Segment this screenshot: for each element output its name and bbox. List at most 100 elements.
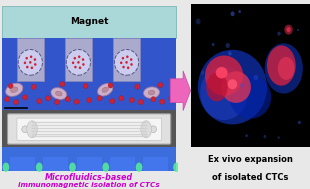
- Bar: [113, 38, 140, 81]
- Ellipse shape: [206, 73, 228, 101]
- Circle shape: [238, 10, 241, 13]
- Text: Ex vivo expansion: Ex vivo expansion: [208, 155, 293, 163]
- Circle shape: [228, 51, 232, 56]
- Circle shape: [284, 25, 293, 35]
- Circle shape: [277, 32, 281, 36]
- Circle shape: [246, 134, 248, 137]
- Circle shape: [158, 82, 163, 88]
- Circle shape: [8, 83, 13, 89]
- Circle shape: [65, 97, 70, 102]
- Ellipse shape: [221, 71, 251, 103]
- Ellipse shape: [6, 83, 23, 96]
- Circle shape: [138, 99, 143, 105]
- Text: of isolated CTCs: of isolated CTCs: [212, 173, 289, 182]
- Circle shape: [169, 96, 174, 101]
- Circle shape: [150, 126, 157, 133]
- Bar: [2, 110, 176, 147]
- FancyArrow shape: [170, 71, 191, 111]
- Ellipse shape: [2, 163, 9, 172]
- Bar: [2, 38, 176, 110]
- Circle shape: [46, 96, 51, 101]
- Text: Microfluidics-based: Microfluidics-based: [45, 173, 133, 182]
- Circle shape: [26, 66, 29, 68]
- Circle shape: [125, 61, 128, 64]
- Circle shape: [277, 136, 280, 139]
- FancyBboxPatch shape: [2, 6, 176, 38]
- Ellipse shape: [229, 76, 271, 119]
- Circle shape: [110, 98, 115, 104]
- Circle shape: [31, 84, 36, 90]
- Circle shape: [30, 55, 32, 58]
- Circle shape: [66, 50, 91, 75]
- Circle shape: [29, 61, 32, 64]
- Bar: [43, 157, 68, 171]
- Ellipse shape: [148, 90, 155, 95]
- Bar: [17, 38, 44, 81]
- Circle shape: [31, 67, 33, 69]
- Circle shape: [298, 121, 301, 124]
- Circle shape: [160, 99, 165, 104]
- Ellipse shape: [216, 67, 228, 78]
- Text: Magnet: Magnet: [70, 17, 108, 26]
- Bar: [143, 157, 168, 171]
- Circle shape: [34, 58, 36, 61]
- Circle shape: [72, 61, 74, 64]
- Circle shape: [22, 126, 28, 133]
- Circle shape: [196, 19, 201, 24]
- Ellipse shape: [200, 66, 248, 120]
- Ellipse shape: [136, 163, 142, 172]
- Circle shape: [254, 75, 258, 80]
- Circle shape: [264, 135, 266, 138]
- Circle shape: [226, 43, 230, 48]
- Ellipse shape: [144, 87, 160, 98]
- Ellipse shape: [265, 43, 303, 94]
- Ellipse shape: [141, 121, 152, 138]
- Ellipse shape: [205, 56, 243, 96]
- Bar: [2, 147, 176, 171]
- Circle shape: [286, 27, 291, 32]
- Circle shape: [25, 57, 28, 60]
- Ellipse shape: [228, 79, 237, 89]
- Circle shape: [83, 83, 88, 89]
- Circle shape: [22, 95, 28, 100]
- Circle shape: [97, 96, 102, 101]
- Circle shape: [135, 84, 140, 89]
- FancyBboxPatch shape: [7, 114, 171, 144]
- Circle shape: [82, 63, 85, 66]
- Circle shape: [108, 83, 113, 88]
- Ellipse shape: [198, 50, 267, 124]
- Circle shape: [297, 29, 299, 31]
- Ellipse shape: [98, 84, 113, 96]
- Circle shape: [24, 61, 26, 64]
- Ellipse shape: [278, 57, 294, 80]
- Circle shape: [78, 55, 81, 58]
- Circle shape: [55, 99, 60, 105]
- Circle shape: [5, 97, 10, 102]
- Circle shape: [122, 57, 124, 60]
- Circle shape: [86, 98, 92, 103]
- Circle shape: [130, 63, 133, 66]
- Bar: [77, 157, 102, 171]
- Circle shape: [201, 71, 204, 75]
- Circle shape: [37, 98, 42, 104]
- Ellipse shape: [102, 163, 109, 172]
- Circle shape: [129, 98, 135, 103]
- Ellipse shape: [11, 87, 18, 93]
- Ellipse shape: [267, 45, 296, 86]
- Circle shape: [34, 63, 37, 66]
- Circle shape: [73, 57, 76, 60]
- Circle shape: [60, 81, 65, 87]
- Text: immunomagnetic isolation of CTCs: immunomagnetic isolation of CTCs: [18, 182, 160, 188]
- Ellipse shape: [173, 163, 180, 172]
- Bar: [65, 38, 92, 81]
- Circle shape: [82, 58, 84, 61]
- Circle shape: [77, 61, 80, 64]
- Ellipse shape: [55, 91, 62, 96]
- Ellipse shape: [51, 88, 67, 99]
- Circle shape: [74, 66, 77, 68]
- FancyBboxPatch shape: [17, 118, 161, 140]
- Circle shape: [14, 99, 19, 105]
- Ellipse shape: [36, 163, 42, 172]
- Circle shape: [127, 67, 129, 69]
- Circle shape: [130, 58, 132, 61]
